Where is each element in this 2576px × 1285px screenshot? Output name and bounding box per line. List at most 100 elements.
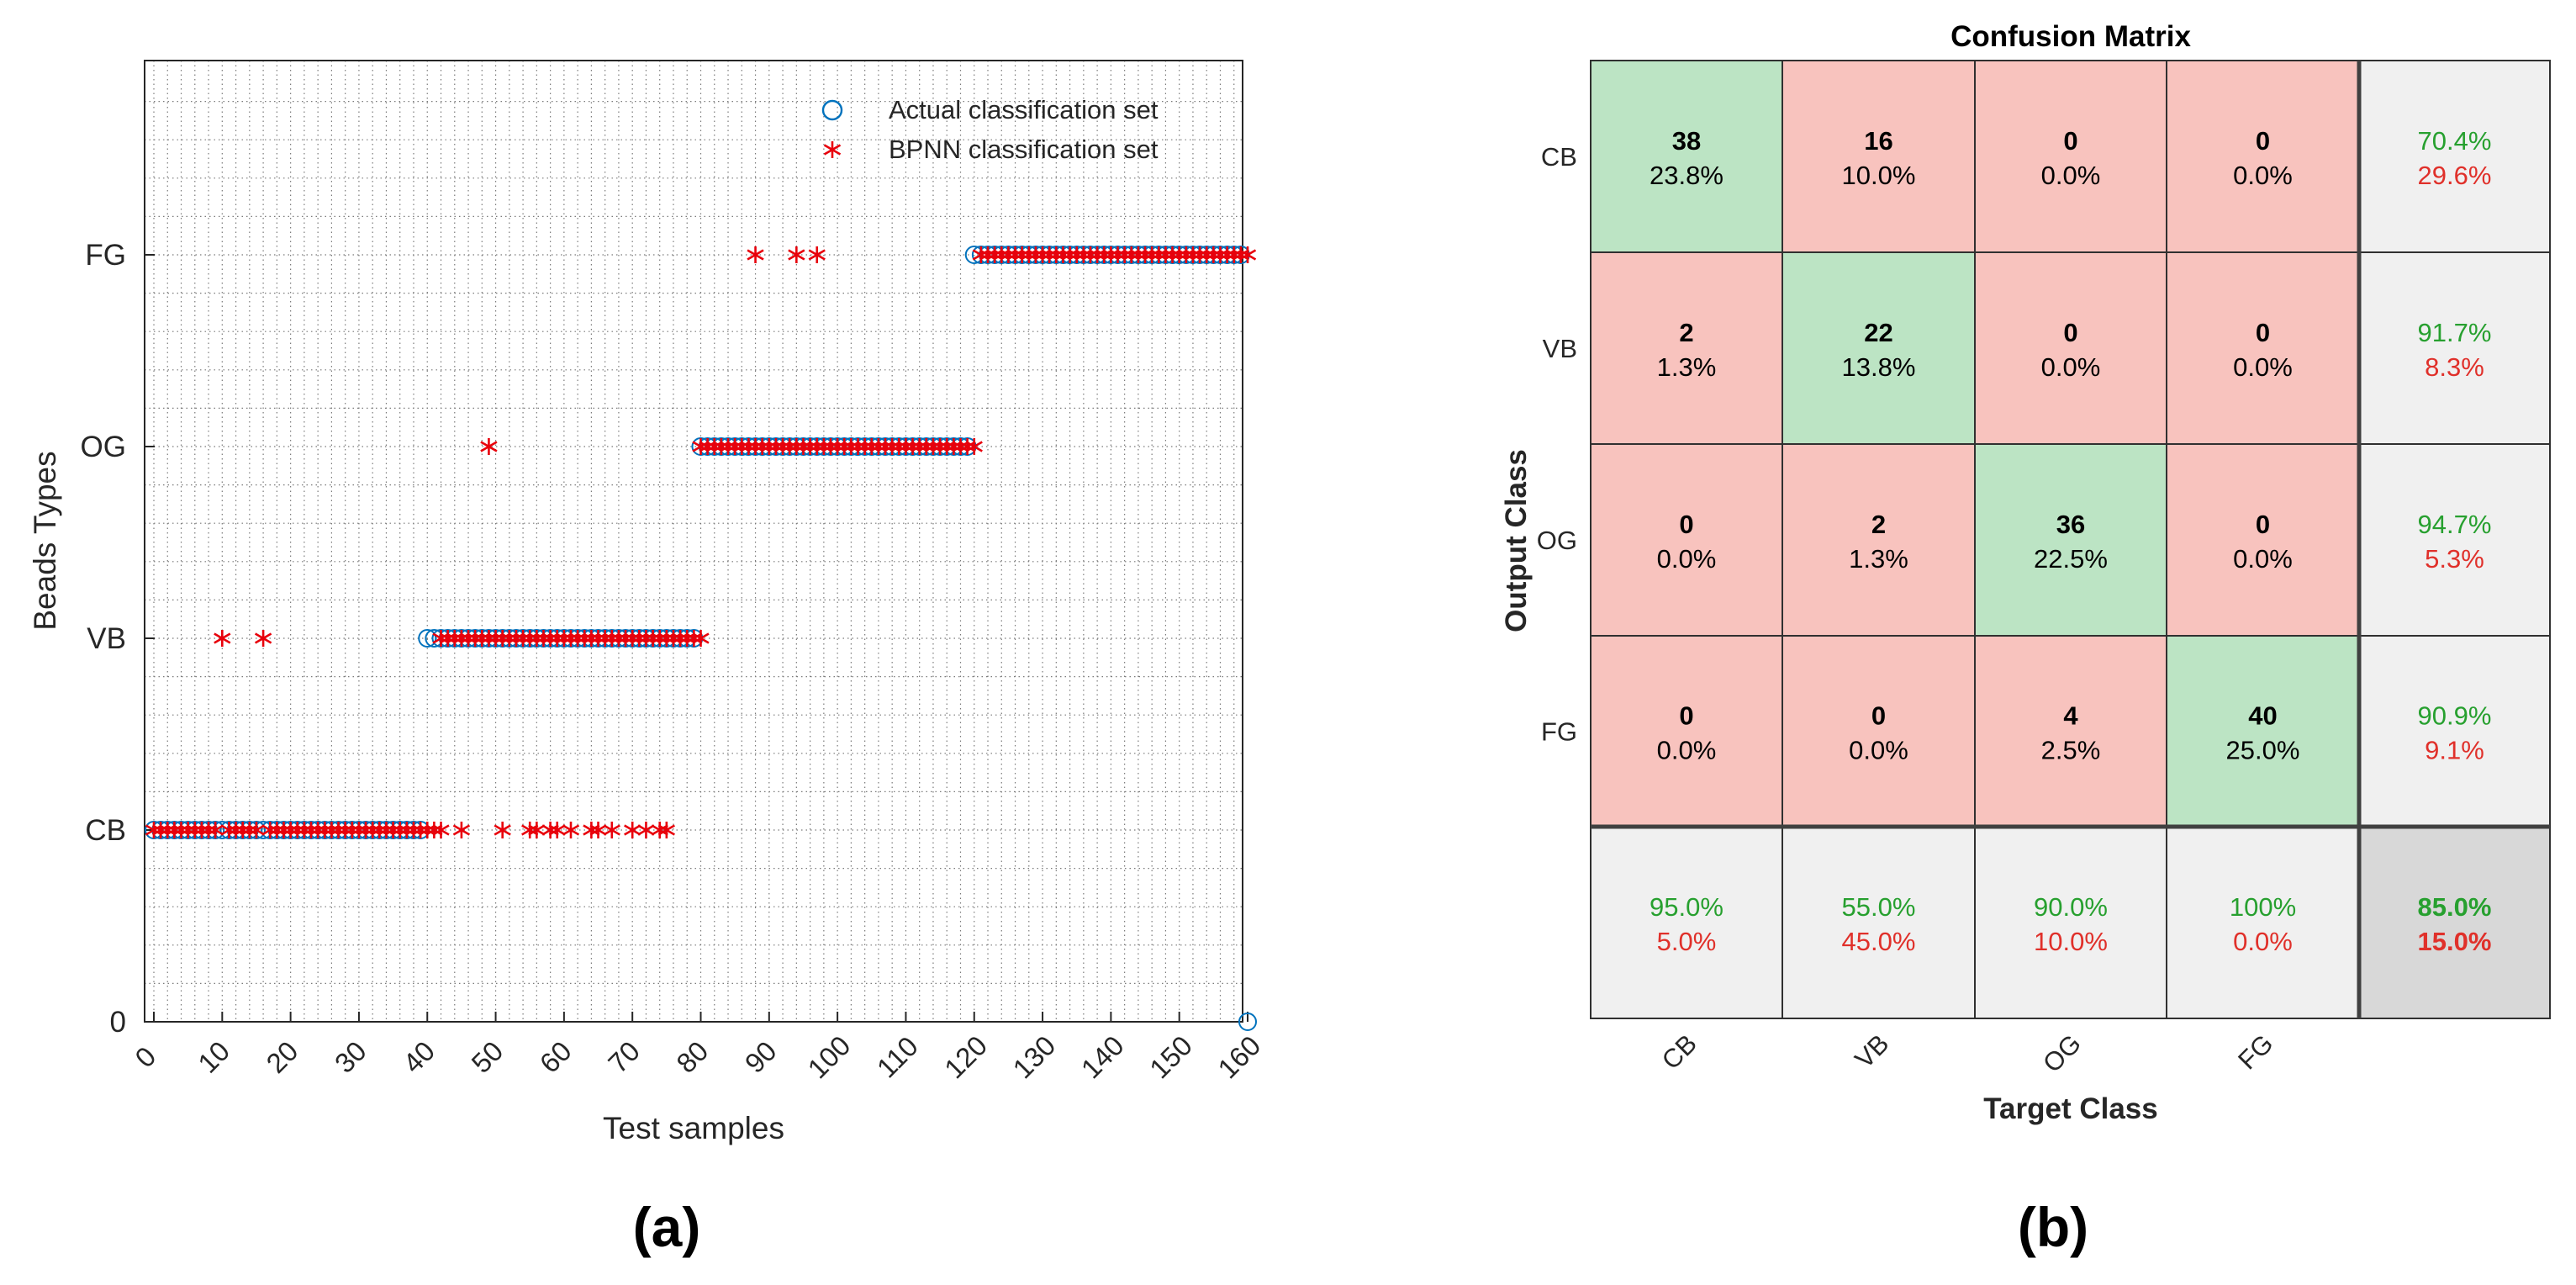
- panel-b-confusion-matrix: Confusion Matrix 38 23.8% 16 10.0% 0 0.0% 0 0.0…: [1500, 20, 2551, 1258]
- predicted-class-point: [596, 630, 614, 647]
- x-tick-label: 160: [1211, 1029, 1266, 1084]
- predicted-class-point: [350, 822, 368, 838]
- y-axis-label: Output Class: [1500, 449, 1533, 632]
- correct-cell: [1590, 60, 1783, 253]
- predicted-class-point: [726, 438, 744, 455]
- output-class-label: VB: [1543, 334, 1577, 363]
- actual-class-point: [418, 629, 437, 648]
- predicted-class-point: [849, 438, 867, 455]
- predicted-class-point: [562, 630, 580, 647]
- predicted-class-point: [603, 630, 620, 647]
- plot-area-frame: [144, 60, 1243, 1023]
- predicted-class-point: [1074, 246, 1093, 263]
- predicted-class-point: [740, 438, 757, 455]
- predicted-class-point: [562, 822, 580, 838]
- x-tick-label: 130: [1006, 1029, 1061, 1084]
- cell-count: 40: [2248, 701, 2277, 731]
- cell-count: 36: [2056, 510, 2085, 539]
- predicted-class-point: [815, 438, 833, 455]
- predicted-class-point: [678, 630, 696, 647]
- cell-count: 0: [2256, 126, 2270, 156]
- output-class-label: OG: [1537, 526, 1577, 555]
- predicted-class-point: [480, 630, 498, 647]
- cell-count: 38: [1672, 126, 1701, 156]
- predicted-class-point: [336, 822, 354, 838]
- predicted-class-point: [568, 630, 587, 647]
- cell-count: 0: [2063, 318, 2077, 347]
- axis-ticks: 0 10 20 30 40 50 60 70 80 90 100 110 120 130 140 150 160…: [81, 239, 1267, 1084]
- predicted-class-point: [671, 630, 689, 647]
- panel-label-b: (b): [2018, 1196, 2088, 1258]
- x-tick-label: 100: [801, 1029, 856, 1084]
- misclassified-cell: [1974, 635, 2167, 828]
- predicted-class-point: [1232, 246, 1250, 263]
- correct-cell: [1974, 443, 2167, 637]
- overall-accuracy: 85.0%: [2418, 892, 2492, 922]
- predicted-class-point: [856, 438, 874, 455]
- predicted-class-point: [528, 630, 546, 647]
- predicted-class-point: [631, 630, 648, 647]
- predicted-class-point: [781, 438, 799, 455]
- matrix-cells: 38 23.8% 16 10.0% 0 0.0% 0 0.0% 70.4% 29.6% 2 1.3% 2…: [1590, 60, 2551, 1019]
- predicted-class-point: [240, 822, 258, 838]
- row-summary-cell: [2358, 635, 2551, 828]
- predicted-class-point: [432, 630, 450, 647]
- legend-asterisk-marker: [823, 141, 842, 158]
- predicted-class-point: [603, 822, 620, 838]
- misclassified-cell: [2166, 251, 2360, 445]
- predicted-class-point: [151, 822, 170, 838]
- predicted-class-point: [467, 630, 484, 647]
- misclassified-cell: [1590, 251, 1783, 445]
- predicted-class-point: [884, 438, 901, 455]
- predicted-class-point: [1136, 246, 1154, 263]
- overall-accuracy-cell: [2358, 826, 2551, 1019]
- predicted-class-point: [863, 438, 880, 455]
- legend-label-actual: Actual classification set: [889, 95, 1159, 124]
- misclassified-cell: [1590, 635, 1783, 828]
- predicted-class-point: [1088, 246, 1106, 263]
- predicted-class-point: [145, 822, 163, 838]
- predicted-class-point: [965, 438, 983, 455]
- predicted-class-point: [931, 438, 949, 455]
- cell-count: 0: [1679, 510, 1693, 539]
- legend-label-bpnn: BPNN classification set: [889, 135, 1159, 164]
- predicted-class-point: [719, 438, 737, 455]
- predicted-class-point: [767, 438, 785, 455]
- row-precision: 90.9%: [2418, 701, 2492, 731]
- x-tick-label: 150: [1143, 1029, 1198, 1084]
- predicted-class-point: [890, 438, 908, 455]
- predicted-class-point: [302, 822, 320, 838]
- predicted-class-point: [616, 630, 635, 647]
- column-recall: 55.0%: [1842, 892, 1916, 922]
- row-precision: 70.4%: [2418, 126, 2492, 156]
- x-tick-label: 60: [534, 1035, 578, 1079]
- column-error-rate: 10.0%: [2034, 927, 2108, 956]
- predicted-class-point: [897, 438, 915, 455]
- predicted-class-point: [494, 822, 511, 838]
- predicted-class-point: [583, 630, 600, 647]
- panel-a-scatter-chart: 0 10 20 30 40 50 60 70 80 90 100 110 120 130 140 150 160…: [28, 60, 1267, 1258]
- predicted-class-point: [1116, 246, 1133, 263]
- predicted-class-point: [541, 822, 559, 838]
- y-axis-label: Beads Types: [28, 451, 62, 630]
- predicted-class-point: [330, 822, 347, 838]
- predicted-class-point: [924, 438, 942, 455]
- misclassified-cell: [2166, 443, 2360, 637]
- predicted-class-point: [972, 246, 990, 263]
- predicted-class-point: [801, 438, 819, 455]
- predicted-class-point: [828, 438, 847, 455]
- predicted-class-point: [794, 438, 812, 455]
- predicted-class-point: [343, 822, 361, 838]
- row-summary-cell: [2358, 60, 2551, 253]
- y-tick-label: OG: [81, 431, 126, 463]
- predicted-class-point: [234, 822, 251, 838]
- predicted-class-point: [1150, 246, 1168, 263]
- predicted-class-point: [227, 822, 245, 838]
- predicted-class-point: [1129, 246, 1148, 263]
- predicted-class-point: [356, 822, 375, 838]
- predicted-class-point: [985, 246, 1004, 263]
- x-tick-label: 50: [465, 1035, 509, 1079]
- x-tick-label: 40: [397, 1035, 441, 1079]
- predicted-class-point: [747, 246, 764, 263]
- predicted-class-point: [411, 822, 430, 838]
